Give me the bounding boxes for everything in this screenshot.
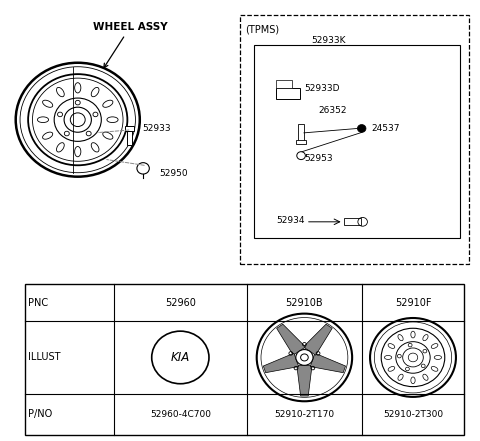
Circle shape <box>64 131 69 136</box>
Text: WHEEL ASSY: WHEEL ASSY <box>93 22 168 68</box>
Bar <box>298 124 304 142</box>
Bar <box>125 126 133 131</box>
Text: 26352: 26352 <box>319 106 347 115</box>
Circle shape <box>58 112 62 117</box>
Circle shape <box>406 367 409 371</box>
Bar <box>25 284 464 435</box>
Text: 52933: 52933 <box>142 124 171 133</box>
Text: KIA: KIA <box>171 351 190 364</box>
Text: 52960-4C700: 52960-4C700 <box>150 410 211 419</box>
Text: 52910B: 52910B <box>286 298 323 308</box>
Text: 52950: 52950 <box>159 168 188 178</box>
Text: (TPMS): (TPMS) <box>245 24 279 34</box>
Text: 52910F: 52910F <box>395 298 431 308</box>
Text: 52910-2T300: 52910-2T300 <box>383 410 443 419</box>
Text: ILLUST: ILLUST <box>28 352 60 363</box>
Bar <box>276 88 300 99</box>
Polygon shape <box>303 324 332 355</box>
Polygon shape <box>264 353 299 373</box>
Circle shape <box>408 353 418 362</box>
Circle shape <box>421 364 425 368</box>
Bar <box>254 45 459 238</box>
Circle shape <box>408 344 412 347</box>
Text: 52933K: 52933K <box>312 36 346 45</box>
Bar <box>296 140 306 144</box>
Text: P/NO: P/NO <box>28 409 52 419</box>
Polygon shape <box>276 324 306 355</box>
Text: 52960: 52960 <box>165 298 196 308</box>
Text: PNC: PNC <box>28 298 48 308</box>
Circle shape <box>397 355 401 358</box>
Circle shape <box>423 349 427 353</box>
Bar <box>240 15 469 264</box>
Circle shape <box>296 350 313 365</box>
Text: 52934: 52934 <box>276 216 304 225</box>
Text: 52910-2T170: 52910-2T170 <box>275 410 335 419</box>
Text: 52933D: 52933D <box>304 84 340 93</box>
Text: 52953: 52953 <box>304 154 333 163</box>
Circle shape <box>70 113 85 127</box>
Polygon shape <box>310 353 346 373</box>
Bar <box>127 131 132 145</box>
Bar <box>276 80 292 88</box>
Circle shape <box>358 124 366 132</box>
Circle shape <box>86 131 91 136</box>
Text: 24537: 24537 <box>371 123 400 133</box>
Bar <box>344 218 361 225</box>
Circle shape <box>75 101 80 105</box>
Circle shape <box>93 112 98 117</box>
Polygon shape <box>297 365 312 396</box>
